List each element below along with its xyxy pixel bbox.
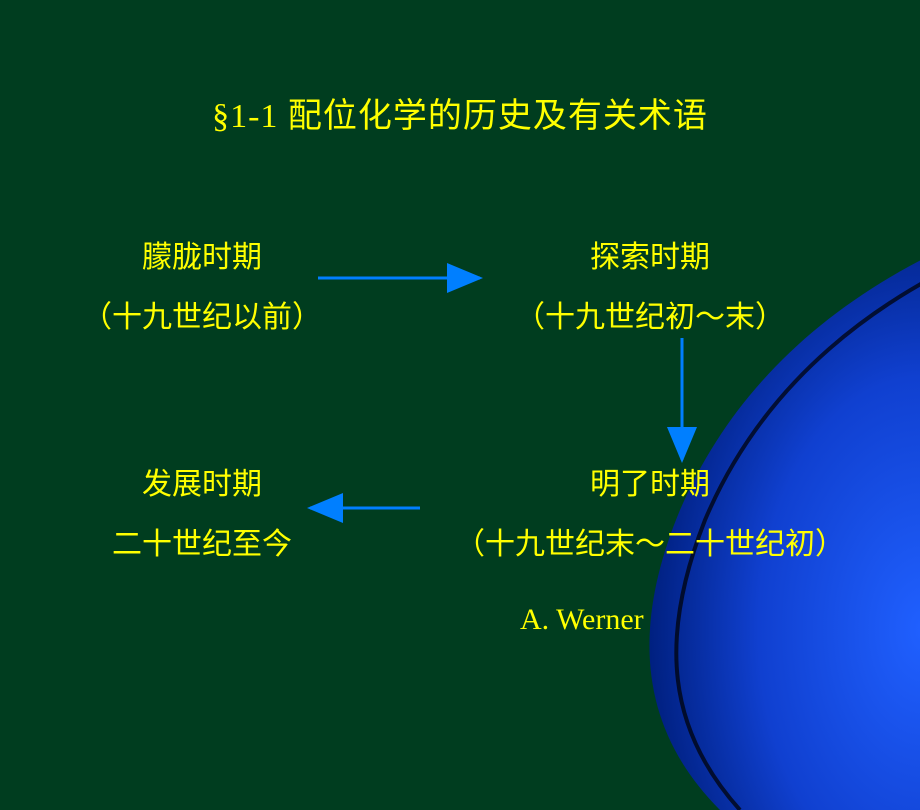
period-menglong: 朦胧时期 （十九世纪以前）: [52, 243, 352, 333]
period-name: 发展时期: [52, 470, 352, 500]
period-name: 明了时期: [400, 470, 900, 500]
author-name: A. Werner: [520, 603, 644, 637]
period-range: （十九世纪初～末）: [460, 303, 840, 333]
period-name: 朦胧时期: [52, 243, 352, 273]
slide-title: §1-1 配位化学的历史及有关术语: [0, 88, 920, 137]
period-fazhan: 发展时期 二十世纪至今: [52, 470, 352, 560]
period-tansuo: 探索时期 （十九世纪初～末）: [460, 243, 840, 333]
period-range: 二十世纪至今: [52, 530, 352, 560]
period-range: （十九世纪以前）: [52, 303, 352, 333]
period-range: （十九世纪末～二十世纪初）: [400, 530, 900, 560]
period-name: 探索时期: [460, 243, 840, 273]
period-mingliao: 明了时期 （十九世纪末～二十世纪初）: [400, 470, 900, 560]
